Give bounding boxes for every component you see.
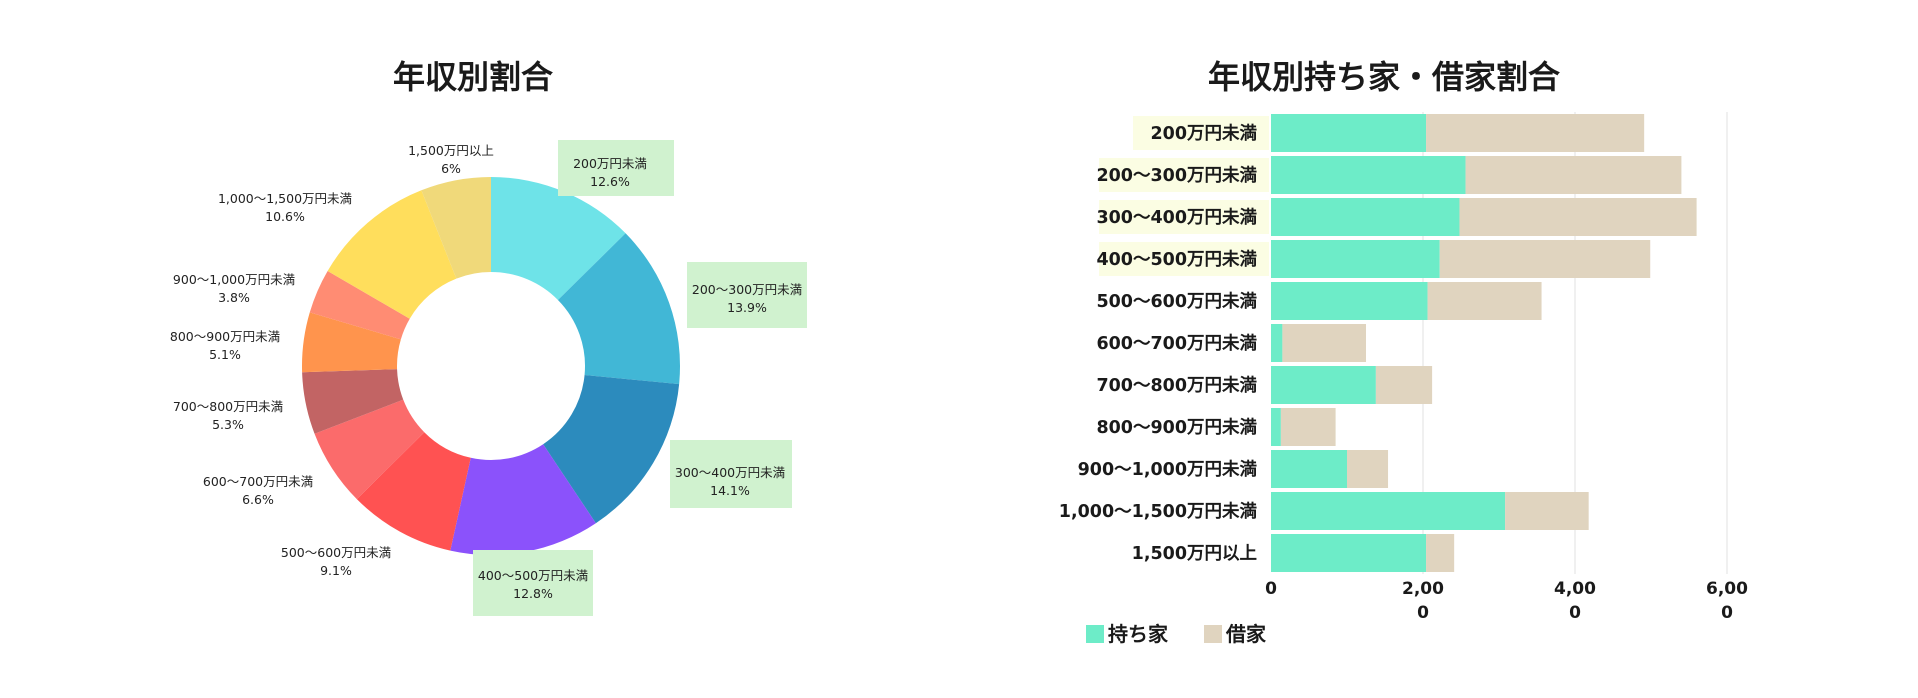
bar-segment bbox=[1271, 114, 1427, 152]
category-highlight bbox=[1099, 200, 1269, 234]
pie-slice bbox=[302, 369, 404, 434]
pie-slice bbox=[356, 432, 471, 551]
bar-chart-title: 年収別持ち家・借家割合 bbox=[1208, 58, 1561, 96]
pie-label-highlight bbox=[687, 262, 807, 328]
bar-segment bbox=[1426, 534, 1455, 572]
bar-segment bbox=[1375, 366, 1433, 404]
pie-slice-percent: 6% bbox=[441, 161, 461, 176]
x-tick-label-line2: 0 bbox=[1721, 603, 1733, 623]
pie-slice-label: 200万円未満 bbox=[573, 156, 647, 171]
pie-slice bbox=[327, 190, 457, 319]
category-label: 400〜500万円未満 bbox=[1096, 249, 1257, 270]
pie-slice-label: 1,500万円以上 bbox=[408, 143, 494, 158]
pie-slice bbox=[491, 177, 626, 301]
bar-segment bbox=[1427, 282, 1542, 320]
bar-segment bbox=[1271, 198, 1460, 236]
x-tick-label: 4,00 bbox=[1554, 579, 1596, 599]
pie-slice-percent: 9.1% bbox=[320, 563, 352, 578]
pie-slice-percent: 3.8% bbox=[218, 290, 250, 305]
stacked-bar-chart: 200万円未満 200〜300万円未満 300〜400万円未満 400〜500万円未満… bbox=[1059, 112, 1748, 646]
bar-segment bbox=[1271, 282, 1428, 320]
pie-slice-percent: 12.8% bbox=[513, 586, 553, 601]
x-tick-label: 6,00 bbox=[1706, 579, 1748, 599]
pie-slice-percent: 13.9% bbox=[727, 300, 767, 315]
bar-segment bbox=[1271, 366, 1376, 404]
legend-swatch bbox=[1086, 625, 1104, 643]
x-tick-label: 2,00 bbox=[1402, 579, 1444, 599]
pie-slice-label: 200〜300万円未満 bbox=[692, 282, 802, 297]
x-tick-label-line2: 0 bbox=[1417, 603, 1429, 623]
category-highlight bbox=[1099, 158, 1269, 192]
bar-segment bbox=[1282, 324, 1366, 362]
bar-segment bbox=[1505, 492, 1589, 530]
pie-label-highlight bbox=[670, 440, 792, 508]
pie-chart-title: 年収別割合 bbox=[393, 58, 554, 96]
x-tick-label: 0 bbox=[1265, 579, 1277, 599]
category-label: 1,500万円以上 bbox=[1132, 544, 1257, 564]
bar-segment bbox=[1271, 156, 1466, 194]
bar-segment bbox=[1439, 240, 1651, 278]
pie-slice-percent: 6.6% bbox=[242, 492, 274, 507]
pie-slice-percent: 14.1% bbox=[710, 483, 750, 498]
category-highlight bbox=[1133, 116, 1269, 150]
pie-slice bbox=[421, 177, 491, 279]
bar-segment bbox=[1426, 114, 1645, 152]
pie-label-highlight bbox=[473, 550, 593, 616]
pie-chart-panel: 年収別割合 200万円未満 12.6% 200〜300万円未満 13.9% 300〜40… bbox=[170, 58, 807, 616]
bar-segment bbox=[1465, 156, 1682, 194]
pie-slice bbox=[557, 233, 680, 385]
legend-label: 持ち家 bbox=[1108, 622, 1169, 646]
category-label: 200〜300万円未満 bbox=[1096, 165, 1257, 186]
pie-slice-label: 400〜500万円未満 bbox=[478, 568, 588, 583]
pie-slice-percent: 5.1% bbox=[209, 347, 241, 362]
category-label: 200万円未満 bbox=[1150, 123, 1257, 144]
bar-segment bbox=[1271, 450, 1347, 488]
pie-chart: 200万円未満 12.6% 200〜300万円未満 13.9% 300〜400万円未満 1… bbox=[170, 140, 807, 616]
category-label: 900〜1,000万円未満 bbox=[1078, 459, 1258, 480]
pie-slice bbox=[450, 444, 596, 555]
pie-slice-label: 700〜800万円未満 bbox=[173, 399, 283, 414]
category-label: 700〜800万円未満 bbox=[1096, 375, 1257, 396]
category-label: 1,000〜1,500万円未満 bbox=[1059, 501, 1258, 522]
pie-slice bbox=[543, 375, 680, 524]
category-highlight bbox=[1099, 242, 1269, 276]
bar-segment bbox=[1271, 492, 1506, 530]
pie-label-highlight bbox=[558, 140, 674, 196]
legend-label: 借家 bbox=[1225, 622, 1267, 646]
category-label: 500〜600万円未満 bbox=[1096, 291, 1257, 312]
pie-slice-label: 900〜1,000万円未満 bbox=[173, 272, 295, 287]
bar-segment bbox=[1347, 450, 1389, 488]
bar-segment bbox=[1271, 408, 1281, 446]
pie-slice-label: 1,000〜1,500万円未満 bbox=[218, 191, 352, 206]
bar-chart-panel: 年収別持ち家・借家割合 200万円未満 200〜300万円未満 300〜400万円未… bbox=[959, 0, 1918, 698]
pie-slice-label: 800〜900万円未満 bbox=[170, 329, 280, 344]
x-tick-label-line2: 0 bbox=[1569, 603, 1581, 623]
bar-segment bbox=[1280, 408, 1336, 446]
category-label: 300〜400万円未満 bbox=[1096, 207, 1257, 228]
pie-slice bbox=[314, 399, 425, 500]
pie-slice-percent: 5.3% bbox=[212, 417, 244, 432]
pie-slice bbox=[309, 270, 410, 340]
bar-segment bbox=[1459, 198, 1697, 236]
pie-slice-label: 500〜600万円未満 bbox=[281, 545, 391, 560]
pie-slice-percent: 12.6% bbox=[590, 174, 630, 189]
category-label: 600〜700万円未満 bbox=[1096, 333, 1257, 354]
bar-segment bbox=[1271, 324, 1283, 362]
legend-swatch bbox=[1204, 625, 1222, 643]
bar-segment bbox=[1271, 240, 1440, 278]
category-label: 800〜900万円未満 bbox=[1096, 417, 1257, 438]
pie-slice-label: 600〜700万円未満 bbox=[203, 474, 313, 489]
pie-slice-percent: 10.6% bbox=[265, 209, 305, 224]
pie-slice-label: 300〜400万円未満 bbox=[675, 465, 785, 480]
pie-slice bbox=[302, 312, 401, 373]
bar-segment bbox=[1271, 534, 1427, 572]
